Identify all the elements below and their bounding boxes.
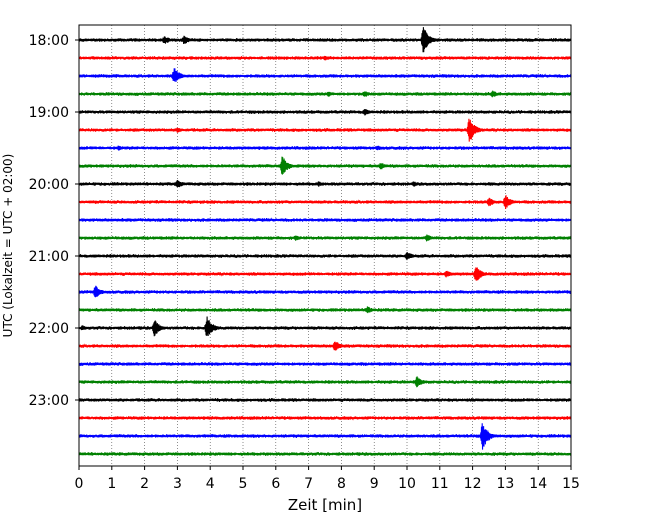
x-tick-label: 2 xyxy=(140,476,149,492)
seismogram-trace xyxy=(78,285,572,298)
seismogram-trace xyxy=(78,118,572,142)
x-tick-label: 0 xyxy=(75,476,84,492)
x-tick-label: 12 xyxy=(464,476,482,492)
x-tick-label: 3 xyxy=(173,476,182,492)
seismogram-trace xyxy=(78,398,572,403)
seismogram-trace xyxy=(78,341,572,351)
seismogram-trace xyxy=(78,376,572,388)
seismogram-trace xyxy=(78,68,572,82)
x-axis-title: Zeit [min] xyxy=(288,496,362,514)
seismogram-trace xyxy=(78,109,572,116)
y-tick-label: 19:00 xyxy=(29,105,69,121)
seismogram-trace xyxy=(78,156,572,175)
x-tick-label: 7 xyxy=(304,476,313,492)
x-tick-label: 1 xyxy=(107,476,116,492)
plot-frame xyxy=(78,24,572,467)
seismogram-trace xyxy=(78,179,572,188)
y-tick-label: 23:00 xyxy=(29,393,69,409)
trace-layer xyxy=(78,27,572,456)
x-tick-label: 9 xyxy=(370,476,379,492)
x-tick-label: 13 xyxy=(496,476,514,492)
y-tick-label: 18:00 xyxy=(29,33,69,49)
seismogram-trace xyxy=(78,195,572,210)
seismogram-trace xyxy=(78,423,572,450)
x-tick-label: 5 xyxy=(239,476,248,492)
seismogram-trace xyxy=(78,452,572,456)
seismogram-trace xyxy=(78,362,572,366)
x-tick-label: 8 xyxy=(337,476,346,492)
seismogram-trace xyxy=(78,416,572,421)
seismogram-trace xyxy=(78,252,572,261)
x-tick-label: 6 xyxy=(271,476,280,492)
x-tick-label: 15 xyxy=(562,476,580,492)
seismogram-trace xyxy=(78,316,572,337)
x-tick-label: 14 xyxy=(529,476,547,492)
seismogram-trace xyxy=(78,267,572,281)
seismogram-trace xyxy=(78,90,572,98)
seismogram-trace xyxy=(78,145,572,151)
seismogram-trace xyxy=(78,27,572,53)
x-tick-label: 11 xyxy=(431,476,449,492)
x-axis: 0 1 2 3 4 5 6 7 8 9 10 11 12 13 14 15 xyxy=(75,466,580,492)
seismogram-trace xyxy=(78,217,572,222)
y-axis-title: UTC (Lokalzeit = UTC + 02:00) xyxy=(1,154,15,338)
x-tick-label: 10 xyxy=(398,476,416,492)
seismogram-trace xyxy=(78,234,572,242)
y-axis: 18:00 19:00 20:00 21:00 22:00 23:00 xyxy=(29,33,79,409)
seismogram-trace xyxy=(78,306,572,314)
seismogram-trace xyxy=(78,55,572,61)
y-tick-label: 22:00 xyxy=(29,321,69,337)
x-tick-label: 4 xyxy=(206,476,215,492)
y-tick-label: 20:00 xyxy=(29,177,69,193)
y-tick-label: 21:00 xyxy=(29,249,69,265)
